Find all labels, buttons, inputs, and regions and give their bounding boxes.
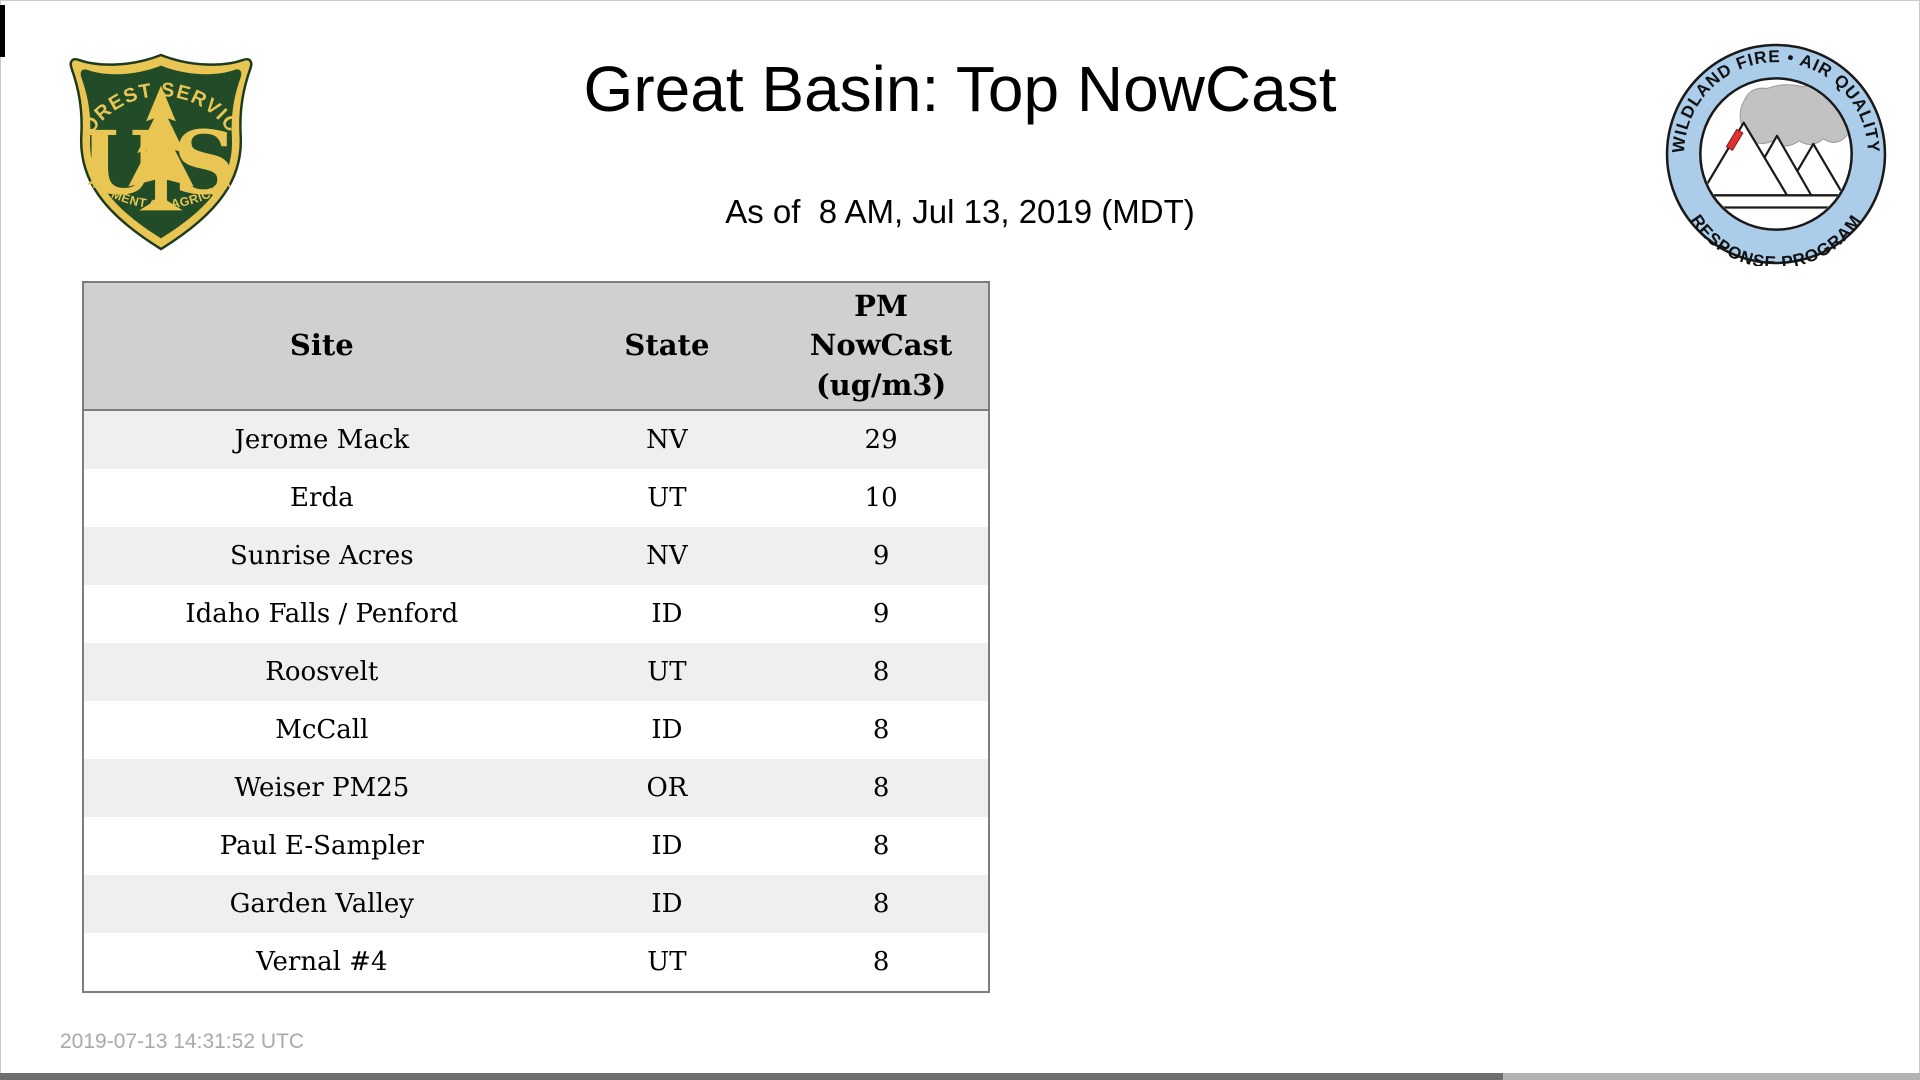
smoke-plume-icon bbox=[1739, 84, 1851, 147]
column-header-state: State bbox=[559, 282, 775, 411]
table-row: Roosvelt UT 8 bbox=[83, 643, 989, 701]
cell-site: McCall bbox=[275, 715, 369, 745]
cell-site: Vernal #4 bbox=[256, 947, 388, 977]
cell-site: Sunrise Acres bbox=[230, 541, 414, 571]
generated-timestamp: 2019-07-13 14:31:52 UTC bbox=[60, 1030, 304, 1053]
cell-pm-nowcast: 8 bbox=[872, 831, 890, 861]
forest-service-shield-icon: FOREST SERVICE U S DEPARTMENT OF AGRICUL… bbox=[62, 42, 253, 251]
table-row: Sunrise Acres NV 9 bbox=[83, 527, 989, 585]
cell-state: ID bbox=[651, 715, 683, 745]
horizontal-scrollbar-thumb[interactable] bbox=[0, 1073, 1503, 1080]
forest-service-logo: FOREST SERVICE U S DEPARTMENT OF AGRICUL… bbox=[62, 42, 253, 251]
column-header-pm-nowcast: PM NowCast (ug/m3) bbox=[774, 282, 989, 411]
cell-state: UT bbox=[647, 657, 687, 687]
cell-pm-nowcast: 29 bbox=[864, 425, 898, 455]
table-row: Idaho Falls / Penford ID 9 bbox=[83, 585, 989, 643]
cell-site: Garden Valley bbox=[229, 889, 414, 919]
cell-state: ID bbox=[651, 831, 683, 861]
table-row: Jerome Mack NV 29 bbox=[83, 410, 989, 469]
air-quality-program-logo: WILDLAND FIRE • AIR QUALITY RESPONSE PRO… bbox=[1665, 43, 1887, 266]
forest-service-letter-s: S bbox=[173, 112, 236, 215]
cell-site: Roosvelt bbox=[265, 657, 379, 687]
table-row: Weiser PM25 OR 8 bbox=[83, 759, 989, 817]
table-row: McCall ID 8 bbox=[83, 701, 989, 759]
cell-state: UT bbox=[647, 483, 687, 513]
cell-site: Jerome Mack bbox=[234, 425, 410, 455]
table-row: Paul E-Sampler ID 8 bbox=[83, 817, 989, 875]
cell-pm-nowcast: 8 bbox=[872, 657, 890, 687]
edge-notch bbox=[0, 5, 5, 57]
table-row: Erda UT 10 bbox=[83, 469, 989, 527]
cell-state: NV bbox=[646, 541, 688, 571]
table-row: Garden Valley ID 8 bbox=[83, 875, 989, 933]
cell-pm-nowcast: 9 bbox=[872, 599, 890, 629]
column-header-site: Site bbox=[83, 282, 560, 411]
cell-state: NV bbox=[646, 425, 688, 455]
horizontal-scrollbar-track[interactable] bbox=[1503, 1073, 1920, 1080]
cell-site: Paul E-Sampler bbox=[219, 831, 424, 861]
cell-state: UT bbox=[647, 947, 687, 977]
cell-site: Weiser PM25 bbox=[234, 773, 410, 803]
cell-pm-nowcast: 8 bbox=[872, 889, 890, 919]
page-subtitle: As of 8 AM, Jul 13, 2019 (MDT) bbox=[725, 193, 1195, 230]
cell-state: ID bbox=[651, 599, 683, 629]
table-row: Vernal #4 UT 8 bbox=[83, 933, 989, 992]
fire-flame-icon bbox=[1725, 128, 1744, 152]
nowcast-table-body: Jerome Mack NV 29 Erda UT 10 Sunrise Acr… bbox=[83, 410, 989, 992]
page-title: Great Basin: Top NowCast bbox=[583, 53, 1337, 125]
cell-state: OR bbox=[646, 773, 688, 803]
cell-site: Erda bbox=[290, 483, 354, 513]
cell-site: Idaho Falls / Penford bbox=[185, 599, 459, 629]
cell-pm-nowcast: 8 bbox=[872, 773, 890, 803]
cell-pm-nowcast: 8 bbox=[872, 947, 890, 977]
cell-state: ID bbox=[651, 889, 683, 919]
air-quality-program-seal-icon: WILDLAND FIRE • AIR QUALITY RESPONSE PRO… bbox=[1665, 43, 1887, 266]
cell-pm-nowcast: 9 bbox=[872, 541, 890, 571]
cell-pm-nowcast: 10 bbox=[864, 483, 898, 513]
nowcast-table: Site State PM NowCast (ug/m3) Jerome Mac… bbox=[82, 281, 990, 993]
pine-tree-icon bbox=[128, 85, 194, 211]
table-header-row: Site State PM NowCast (ug/m3) bbox=[83, 282, 989, 411]
cell-pm-nowcast: 8 bbox=[872, 715, 890, 745]
